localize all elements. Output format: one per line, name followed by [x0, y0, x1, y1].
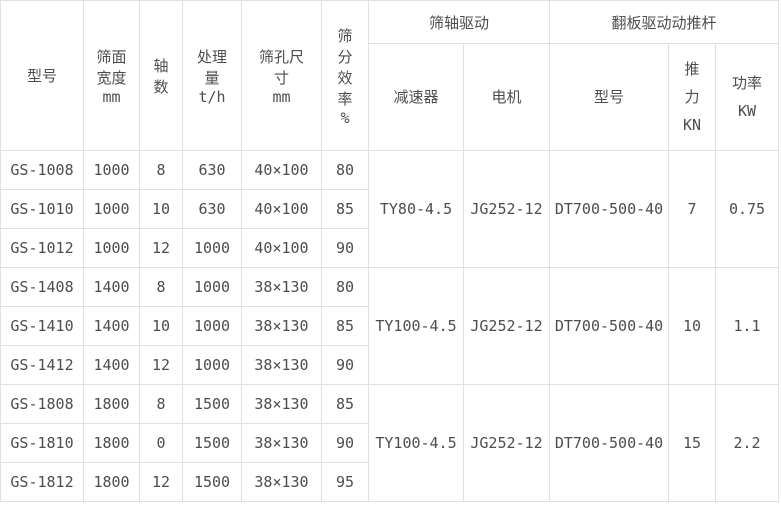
- capacity-cell: 630: [182, 189, 242, 229]
- table-row: GS-1808 1800 8 1500 38×130 85 TY100-4.5 …: [0, 384, 780, 502]
- hole-size-cell: 40×100: [241, 228, 322, 268]
- capacity-cell: 1000: [182, 228, 242, 268]
- hole-size-cell: 38×130: [241, 384, 322, 424]
- header-hole-size: 筛孔尺 寸 mm: [241, 0, 322, 151]
- model-cell: GS-1808: [0, 384, 84, 424]
- model-cell: GS-1810: [0, 423, 84, 463]
- model-cell: GS-1012: [0, 228, 84, 268]
- header-capacity: 处理 量 t/h: [182, 0, 242, 151]
- hole-size-cell: 40×100: [241, 150, 322, 190]
- header-thrust: 推 力 KN: [668, 43, 717, 151]
- efficiency-cell: 95: [321, 462, 369, 502]
- table-row: GS-1412 1400 12 1000 38×130 90: [0, 345, 779, 385]
- thrust-cell: 7: [668, 150, 717, 268]
- shaft-count-cell: 12: [139, 228, 183, 268]
- hole-size-cell: 38×130: [241, 345, 322, 385]
- shaft-count-cell: 12: [139, 462, 183, 502]
- capacity-cell: 1000: [182, 306, 242, 346]
- thrust-cell: 10: [668, 267, 717, 385]
- header-screen-width: 筛面 宽度 mm: [83, 0, 140, 151]
- efficiency-cell: 80: [321, 267, 369, 307]
- model-cell: GS-1812: [0, 462, 84, 502]
- capacity-cell: 1000: [182, 345, 242, 385]
- efficiency-cell: 85: [321, 384, 369, 424]
- screen-width-cell: 1400: [83, 345, 140, 385]
- efficiency-cell: 90: [321, 423, 369, 463]
- screen-width-cell: 1400: [83, 306, 140, 346]
- reducer-cell: TY100-4.5: [368, 384, 464, 502]
- screen-width-cell: 1800: [83, 423, 140, 463]
- header-model: 型号: [0, 0, 84, 151]
- capacity-cell: 1500: [182, 462, 242, 502]
- header-group-flap-drive: 翻板驱动动推杆: [549, 0, 780, 44]
- pusher-model-cell: DT700-500-40: [549, 267, 670, 385]
- table-row: GS-1008 1000 8 630 40×100 80 TY80-4.5 JG…: [0, 150, 780, 268]
- reducer-cell: TY100-4.5: [368, 267, 464, 385]
- shaft-count-cell: 10: [139, 189, 183, 229]
- header-row-groups: 型号 筛面 宽度 mm 轴 数 处理 量 t/h 筛孔尺 寸 mm 筛 分 效 …: [0, 0, 780, 151]
- table-row: GS-1012 1000 12 1000 40×100 90: [0, 228, 779, 268]
- screen-width-cell: 1000: [83, 228, 140, 268]
- shaft-count-cell: 10: [139, 306, 183, 346]
- shaft-count-cell: 8: [139, 384, 183, 424]
- hole-size-cell: 38×130: [241, 462, 322, 502]
- model-cell: GS-1410: [0, 306, 84, 346]
- capacity-cell: 1500: [182, 423, 242, 463]
- header-shaft-count: 轴 数: [139, 0, 183, 151]
- screen-width-cell: 1000: [83, 150, 140, 190]
- motor-cell: JG252-12: [462, 267, 551, 385]
- model-cell: GS-1412: [0, 345, 84, 385]
- table-row: GS-1408 1400 8 1000 38×130 80 TY100-4.5 …: [0, 267, 780, 385]
- model-cell: GS-1010: [0, 189, 84, 229]
- table-row: GS-1010 1000 10 630 40×100 85: [0, 189, 779, 229]
- screen-width-cell: 1800: [83, 384, 140, 424]
- header-motor: 电机: [462, 43, 551, 151]
- shaft-count-cell: 0: [139, 423, 183, 463]
- shaft-count-cell: 8: [139, 150, 183, 190]
- model-cell: GS-1408: [0, 267, 84, 307]
- motor-cell: JG252-12: [462, 150, 551, 268]
- power-cell: 2.2: [715, 384, 780, 502]
- header-reducer: 减速器: [368, 43, 464, 151]
- pusher-model-cell: DT700-500-40: [549, 384, 670, 502]
- table-row: GS-1812 1800 12 1500 38×130 95: [0, 462, 779, 502]
- shaft-count-cell: 8: [139, 267, 183, 307]
- header-power: 功率 KW: [715, 43, 780, 151]
- header-group-shaft-drive: 筛轴驱动: [367, 0, 551, 44]
- capacity-cell: 630: [182, 150, 242, 190]
- capacity-cell: 1000: [182, 267, 242, 307]
- efficiency-cell: 80: [321, 150, 369, 190]
- power-cell: 0.75: [715, 150, 780, 268]
- efficiency-cell: 90: [321, 345, 369, 385]
- power-cell: 1.1: [715, 267, 780, 385]
- hole-size-cell: 38×130: [241, 306, 322, 346]
- screen-width-cell: 1800: [83, 462, 140, 502]
- table-row: GS-1410 1400 10 1000 38×130 85: [0, 306, 779, 346]
- shaft-count-cell: 12: [139, 345, 183, 385]
- hole-size-cell: 38×130: [241, 423, 322, 463]
- header-row-sub: 减速器 电机 型号 推 力 KN 功率 KW: [1, 43, 780, 151]
- model-cell: GS-1008: [0, 150, 84, 190]
- header-efficiency: 筛 分 效 率 %: [321, 0, 369, 151]
- efficiency-cell: 85: [321, 189, 369, 229]
- reducer-cell: TY80-4.5: [368, 150, 464, 268]
- efficiency-cell: 85: [321, 306, 369, 346]
- screen-width-cell: 1000: [83, 189, 140, 229]
- header-pusher-model: 型号: [549, 43, 670, 151]
- hole-size-cell: 40×100: [241, 189, 322, 229]
- screen-width-cell: 1400: [83, 267, 140, 307]
- thrust-cell: 15: [668, 384, 717, 502]
- hole-size-cell: 38×130: [241, 267, 322, 307]
- capacity-cell: 1500: [182, 384, 242, 424]
- efficiency-cell: 90: [321, 228, 369, 268]
- pusher-model-cell: DT700-500-40: [549, 150, 670, 268]
- motor-cell: JG252-12: [462, 384, 551, 502]
